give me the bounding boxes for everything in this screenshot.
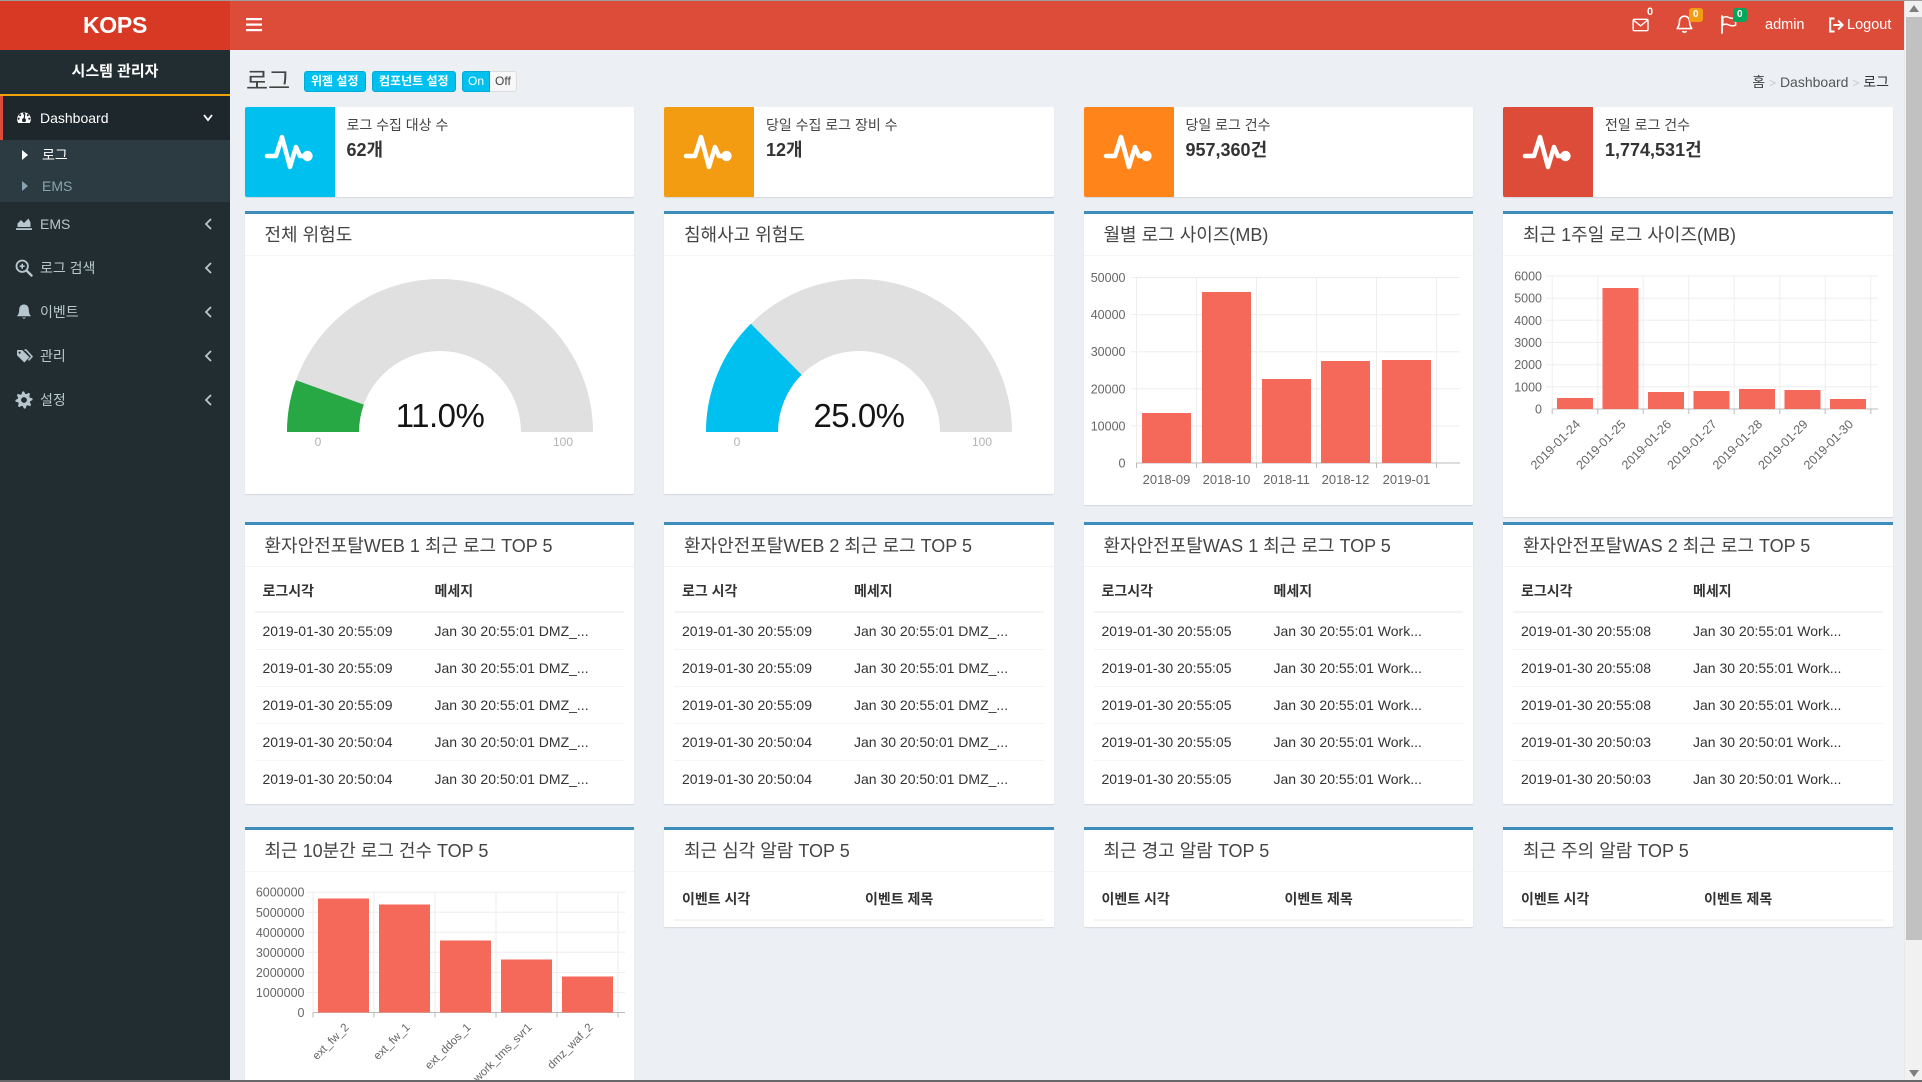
- svg-text:ext_ddos_1: ext_ddos_1: [423, 1021, 474, 1072]
- svg-text:ext_fw_2: ext_fw_2: [310, 1021, 351, 1062]
- svg-text:30000: 30000: [1090, 345, 1125, 359]
- svg-text:4000000: 4000000: [255, 925, 304, 939]
- svg-text:50000: 50000: [1090, 271, 1125, 285]
- svg-text:2000000: 2000000: [255, 965, 304, 979]
- svg-text:2019-01: 2019-01: [1382, 472, 1430, 487]
- svg-text:2018-09: 2018-09: [1142, 472, 1190, 487]
- svg-text:1000: 1000: [1514, 380, 1542, 394]
- svg-text:3000000: 3000000: [255, 945, 304, 959]
- svg-text:ext_fw_1: ext_fw_1: [371, 1021, 412, 1062]
- svg-text:3000: 3000: [1514, 336, 1542, 350]
- svg-text:2019-01-30: 2019-01-30: [1801, 417, 1856, 472]
- svg-text:0: 0: [1535, 403, 1542, 417]
- svg-text:5000000: 5000000: [255, 905, 304, 919]
- svg-text:0: 0: [297, 1006, 304, 1020]
- svg-text:1000000: 1000000: [255, 985, 304, 999]
- svg-text:2018-12: 2018-12: [1321, 472, 1369, 487]
- svg-text:0: 0: [314, 435, 321, 449]
- svg-text:4000: 4000: [1514, 314, 1542, 328]
- svg-text:10000: 10000: [1090, 419, 1125, 433]
- svg-text:11.0%: 11.0%: [395, 397, 484, 434]
- svg-text:6000: 6000: [1514, 270, 1542, 284]
- svg-text:0: 0: [734, 435, 741, 449]
- svg-text:dmz_waf_2: dmz_waf_2: [545, 1021, 595, 1071]
- svg-text:0: 0: [1118, 456, 1125, 470]
- svg-text:2000: 2000: [1514, 358, 1542, 372]
- svg-text:25.0%: 25.0%: [813, 397, 904, 434]
- svg-text:100: 100: [972, 435, 992, 449]
- svg-text:40000: 40000: [1090, 308, 1125, 322]
- svg-text:5000: 5000: [1514, 292, 1542, 306]
- svg-text:2018-10: 2018-10: [1202, 472, 1250, 487]
- svg-text:100: 100: [552, 435, 572, 449]
- svg-text:2018-11: 2018-11: [1263, 472, 1310, 487]
- svg-text:6000000: 6000000: [255, 885, 304, 899]
- svg-text:work_tms_svr1: work_tms_svr1: [470, 1021, 534, 1080]
- svg-text:20000: 20000: [1090, 382, 1125, 396]
